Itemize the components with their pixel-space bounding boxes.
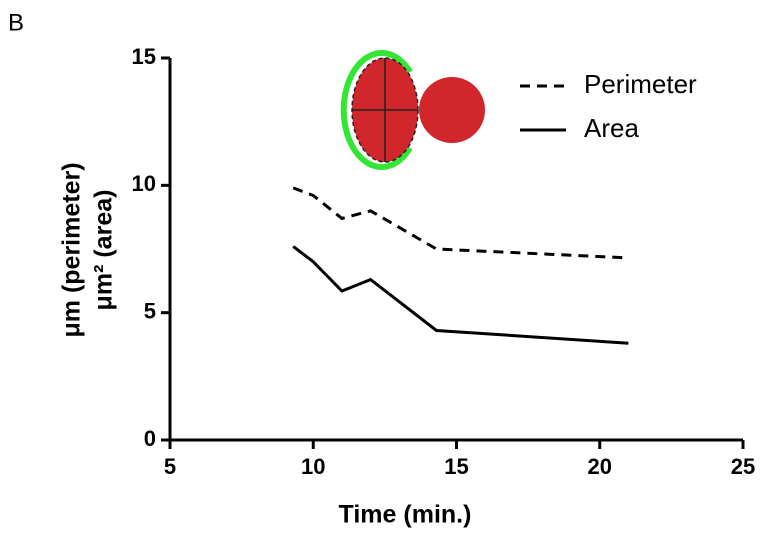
x-tick-label: 10 <box>301 454 325 479</box>
series-line <box>292 186 629 260</box>
panel-label: B <box>8 9 24 36</box>
y-axis-title: μm (perimeter) μm² (area) <box>58 162 118 337</box>
membrane-arc <box>340 50 413 170</box>
x-tick-label: 15 <box>444 454 468 479</box>
legend-label: Area <box>584 113 639 143</box>
y-tick-label: 5 <box>144 298 156 323</box>
y-tick-label: 0 <box>144 426 156 451</box>
x-tick-label: 5 <box>164 454 176 479</box>
bead <box>419 77 485 143</box>
cell-illustration <box>340 50 485 170</box>
y-tick-label: 15 <box>132 44 156 69</box>
y-axis-title-line: μm² (area) <box>90 190 118 311</box>
x-tick-label: 20 <box>588 454 612 479</box>
series-line <box>292 245 629 345</box>
y-tick-label: 10 <box>132 171 156 196</box>
x-tick-label: 25 <box>731 454 755 479</box>
x-axis-title: Time (min.) <box>339 501 472 529</box>
legend-label: Perimeter <box>584 69 697 99</box>
y-axis-title-line: μm (perimeter) <box>58 162 86 337</box>
